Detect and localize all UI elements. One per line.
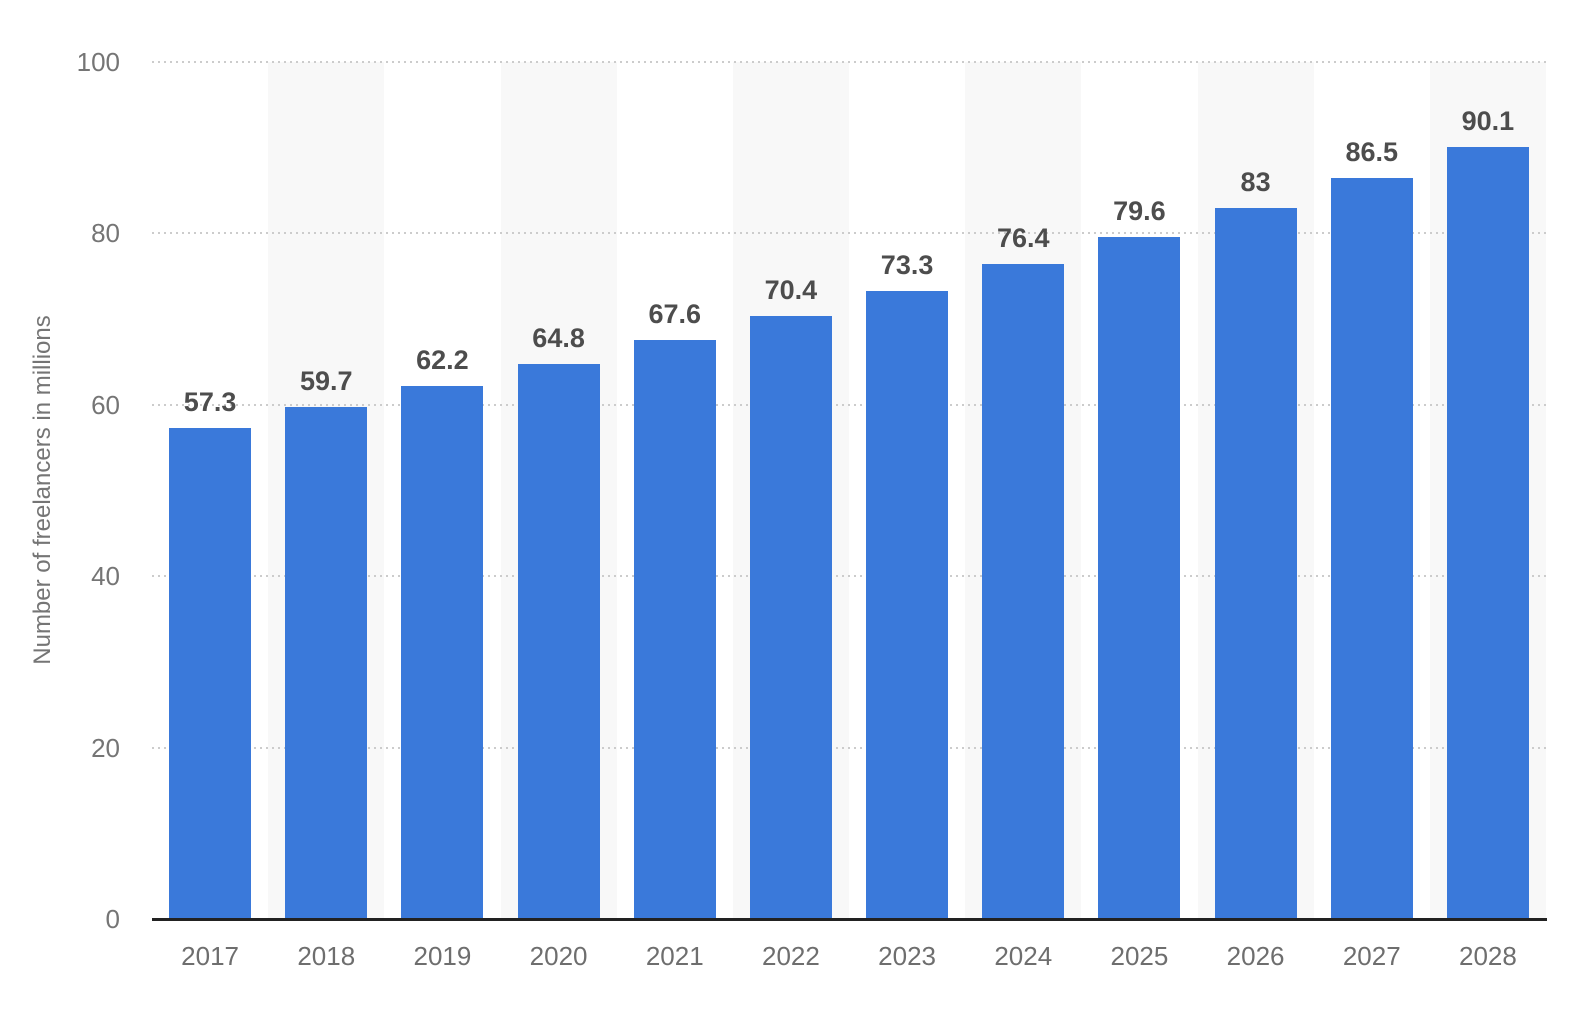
x-tick-label: 2021: [645, 941, 704, 971]
bar-value-label: 64.8: [532, 322, 585, 353]
bar-2022[interactable]: [749, 315, 832, 919]
bar-value-label: 59.7: [299, 366, 353, 397]
gridline: [152, 746, 1546, 749]
y-tick-label: 0: [105, 904, 120, 934]
x-tick-label: 2027: [1342, 941, 1401, 971]
y-tick-label: 80: [91, 218, 120, 249]
x-tick-label: 2019: [413, 941, 472, 971]
bar-2025[interactable]: [1098, 236, 1181, 919]
bar-value-label: 57.3: [183, 386, 237, 417]
bar-2023[interactable]: [866, 290, 949, 919]
gridline: [152, 61, 1546, 63]
bar-value-label: 73.3: [880, 249, 934, 280]
bar-2024[interactable]: [982, 264, 1065, 919]
x-axis-line: [152, 918, 1547, 921]
bar-value-label: 62.2: [416, 344, 469, 375]
bar-value-label: 76.4: [996, 223, 1050, 254]
y-axis-title: Number of freelancers in millions: [29, 315, 56, 665]
x-tick-label: 2023: [878, 941, 936, 971]
bar-value-label: 79.6: [1113, 195, 1166, 226]
y-tick-label: 20: [91, 732, 120, 763]
bar-2027[interactable]: [1330, 177, 1413, 919]
y-tick-label: 60: [91, 389, 120, 420]
x-tick-label: 2025: [1110, 941, 1169, 971]
gridline: [152, 232, 1546, 235]
x-tick-label: 2028: [1458, 941, 1517, 971]
y-tick-label: 40: [91, 561, 120, 592]
bar-2019[interactable]: [401, 385, 484, 919]
bar-2018[interactable]: [285, 407, 368, 919]
gridline: [152, 403, 1546, 406]
x-tick-label: 2017: [181, 941, 239, 971]
gridline: [152, 575, 1546, 578]
bar-value-label: 67.6: [648, 298, 702, 329]
x-tick-label: 2020: [529, 941, 588, 971]
x-tick-label: 2022: [761, 941, 820, 971]
bar-2017[interactable]: [169, 427, 252, 919]
y-tick-label: 100: [76, 47, 120, 77]
bar-2026[interactable]: [1214, 207, 1297, 919]
bar-2028[interactable]: [1446, 146, 1529, 919]
x-tick-label: 2024: [994, 941, 1053, 971]
bar-2021[interactable]: [633, 339, 716, 919]
plot-area: 57.3 59.7 62.2 64.8 67.6 70.4 73.3 76.4 79.6 83 86…: [152, 61, 1546, 919]
bar-value-label: 70.4: [764, 274, 818, 305]
bar-2020[interactable]: [517, 363, 600, 919]
x-tick-label: 2026: [1226, 941, 1285, 971]
bar-value-label: 90.1: [1461, 105, 1515, 136]
x-tick-label: 2018: [297, 941, 356, 971]
bar-value-label: 86.5: [1345, 136, 1399, 167]
bar-value-label: 83: [1240, 166, 1271, 197]
